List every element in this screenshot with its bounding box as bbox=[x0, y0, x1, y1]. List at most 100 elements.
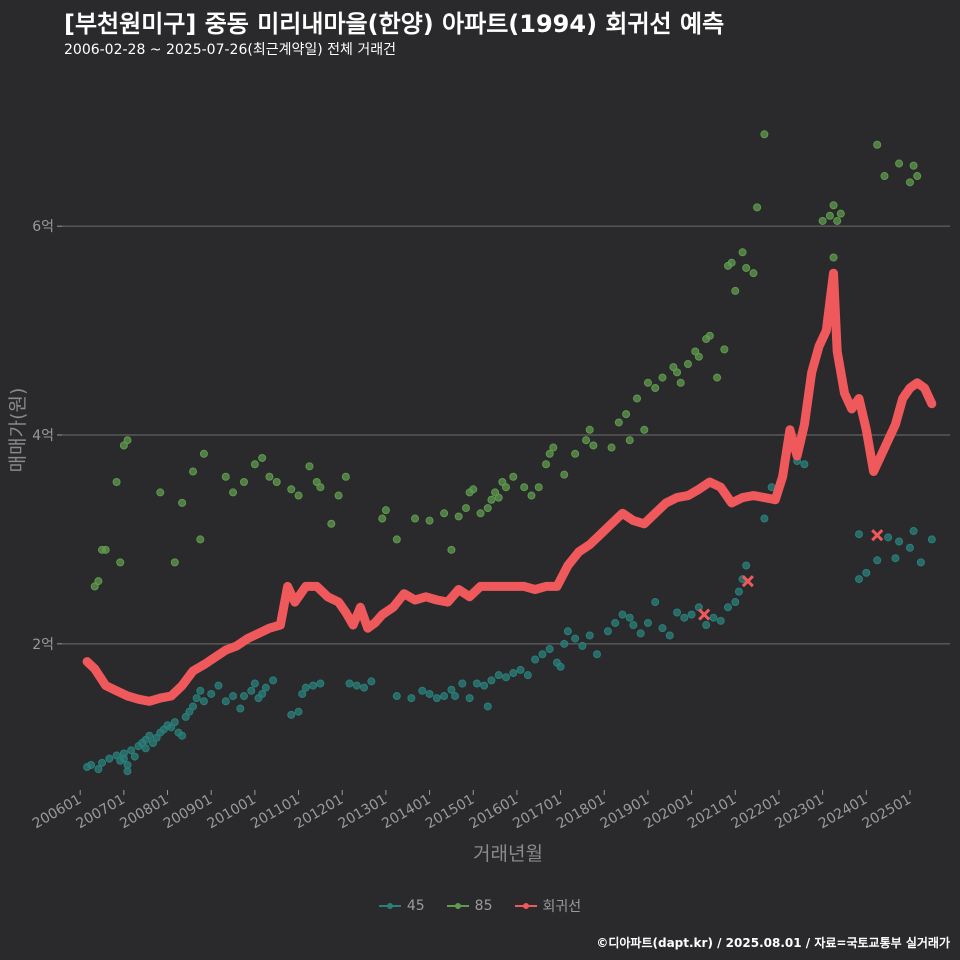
point-45 bbox=[269, 676, 278, 685]
point-45 bbox=[425, 689, 434, 698]
point-45 bbox=[301, 683, 310, 692]
point-85 bbox=[520, 483, 529, 492]
point-45 bbox=[709, 613, 718, 622]
legend-label: 45 bbox=[406, 898, 425, 914]
point-85 bbox=[658, 373, 667, 382]
point-85 bbox=[833, 216, 842, 225]
legend-label: 회귀선 bbox=[542, 899, 582, 915]
point-85 bbox=[683, 360, 692, 368]
point-85 bbox=[483, 504, 492, 513]
point-85 bbox=[487, 495, 496, 504]
point-85 bbox=[469, 485, 478, 494]
point-85 bbox=[633, 394, 642, 403]
highlight-x-mark bbox=[741, 575, 754, 588]
point-45 bbox=[855, 530, 864, 539]
point-45 bbox=[724, 603, 732, 612]
point-45 bbox=[178, 731, 187, 740]
point-45 bbox=[673, 608, 682, 617]
point-45 bbox=[884, 533, 893, 542]
point-85 bbox=[738, 248, 747, 257]
point-45 bbox=[119, 749, 128, 758]
point-45 bbox=[192, 694, 201, 703]
point-45 bbox=[465, 694, 474, 703]
point-45 bbox=[891, 554, 900, 563]
point-45 bbox=[516, 665, 525, 674]
y-tick-label: 6억 bbox=[32, 219, 54, 235]
x-tick-label: 200701 bbox=[74, 792, 128, 833]
point-45 bbox=[592, 650, 601, 659]
point-45 bbox=[855, 575, 864, 584]
point-45 bbox=[170, 718, 179, 727]
point-85 bbox=[829, 253, 838, 262]
point-45 bbox=[905, 543, 914, 552]
x-tick-label: 201101 bbox=[248, 792, 302, 833]
point-85 bbox=[123, 436, 132, 445]
y-tick-label: 4억 bbox=[32, 428, 54, 444]
point-85 bbox=[676, 378, 685, 387]
point-45 bbox=[760, 514, 769, 523]
point-45 bbox=[927, 535, 936, 544]
regression-line bbox=[82, 268, 937, 706]
point-85 bbox=[447, 545, 456, 554]
point-45 bbox=[629, 621, 638, 630]
point-45 bbox=[236, 704, 245, 713]
legend: 45 85 회귀선 bbox=[0, 896, 960, 916]
point-85 bbox=[454, 512, 463, 521]
point-45 bbox=[87, 760, 96, 769]
x-tick-label: 201401 bbox=[379, 792, 433, 833]
highlight-x-mark bbox=[698, 608, 711, 621]
x-tick-label: 202201 bbox=[729, 792, 783, 833]
point-85 bbox=[341, 472, 350, 481]
point-85 bbox=[476, 509, 485, 518]
x-tick-label: 202401 bbox=[816, 792, 870, 833]
point-85 bbox=[502, 483, 510, 492]
point-85 bbox=[381, 506, 390, 515]
point-85 bbox=[305, 462, 314, 471]
point-85 bbox=[607, 443, 616, 452]
point-45 bbox=[418, 686, 427, 695]
point-45 bbox=[523, 671, 532, 680]
point-45 bbox=[480, 681, 489, 690]
point-45 bbox=[502, 673, 510, 682]
point-85 bbox=[585, 425, 594, 434]
point-45 bbox=[221, 697, 230, 706]
point-45 bbox=[141, 744, 150, 753]
point-45 bbox=[800, 460, 809, 469]
point-45 bbox=[687, 610, 696, 619]
point-85 bbox=[509, 472, 518, 481]
point-45 bbox=[538, 650, 547, 659]
point-45 bbox=[432, 694, 441, 703]
point-45 bbox=[123, 760, 132, 769]
point-45 bbox=[250, 679, 259, 688]
point-85 bbox=[753, 203, 762, 212]
point-45 bbox=[862, 568, 871, 577]
point-45 bbox=[731, 598, 740, 607]
point-85 bbox=[196, 535, 205, 544]
point-85 bbox=[258, 453, 267, 462]
point-45 bbox=[392, 692, 401, 701]
point-85 bbox=[643, 378, 652, 387]
point-45 bbox=[196, 686, 205, 695]
point-85 bbox=[189, 467, 198, 476]
point-45 bbox=[625, 613, 634, 622]
legend-key bbox=[514, 903, 537, 909]
gridlines bbox=[62, 225, 950, 645]
source-credit: ©디아파트(dapt.kr) / 2025.08.01 / 자료=국토교통부 실… bbox=[596, 936, 950, 950]
point-45 bbox=[440, 692, 449, 701]
y-tick-label: 2억 bbox=[32, 637, 54, 653]
y-axis-ticks: 2억 4억 6억 bbox=[32, 219, 62, 653]
point-45 bbox=[611, 618, 620, 627]
point-45 bbox=[531, 655, 540, 664]
point-45 bbox=[105, 754, 114, 763]
point-45 bbox=[487, 676, 496, 685]
point-45 bbox=[603, 627, 612, 636]
legend-item: 85 bbox=[446, 896, 493, 916]
x-tick-label: 201901 bbox=[598, 792, 652, 833]
point-85 bbox=[760, 130, 769, 139]
x-axis-ticks: 2006012007012008012009012010012011012012… bbox=[30, 790, 914, 832]
point-85 bbox=[880, 172, 889, 181]
point-45 bbox=[298, 689, 307, 698]
point-85 bbox=[614, 418, 623, 427]
x-tick-label: 200901 bbox=[161, 792, 215, 833]
